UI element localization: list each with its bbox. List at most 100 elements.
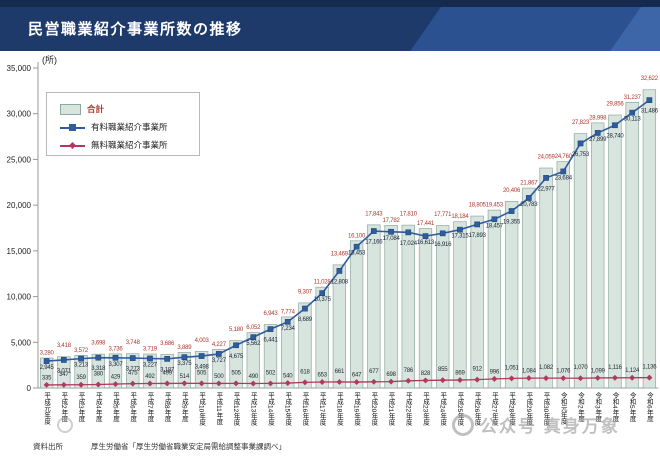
free-diamond-marker [543,375,550,382]
paid-value-label: 3,375 [177,361,192,367]
paid-square-marker [405,229,412,236]
paid-line-swatch [60,123,85,132]
total-bar [608,114,622,389]
free-value-label: 540 [283,374,293,380]
free-value-label: 1,076 [556,369,571,375]
paid-value-label: 3,498 [195,365,210,371]
paid-square-marker [164,356,171,362]
paid-square-marker [95,354,102,361]
free-value-label: 505 [197,370,207,376]
free-diamond-marker [284,380,291,387]
free-value-label: 653 [317,373,327,379]
paid-square-marker [629,109,636,116]
page-title: 民営職業紹介事業所数の推移 [28,21,243,38]
free-value-label: 505 [231,370,241,376]
watermark: 公众号 真身万象 [452,412,620,437]
total-bar [539,167,553,389]
total-bar [91,353,105,389]
free-diamond-marker-icon [68,141,77,149]
free-diamond-marker [60,381,67,388]
legend-paid-label: 有料職業紹介事業所 [91,122,168,132]
total-value-label: 24,760 [555,154,573,160]
total-bar [263,324,278,389]
free-value-label: 490 [249,374,259,380]
free-value-label: 1,099 [591,368,606,374]
total-bar [143,353,157,389]
total-value-label: 17,441 [417,221,435,227]
free-diamond-marker [456,377,463,384]
free-diamond-marker [267,380,274,387]
free-value-label: 359 [76,375,86,381]
watermark-circle-icon-left [57,417,73,433]
y-axis-unit-label: (所) [42,55,57,65]
paid-square-marker [336,268,343,274]
paid-value-label: 3,318 [91,366,106,372]
legend-item-paid: 有料職業紹介事業所 [60,118,199,136]
paid-value-label: 16,613 [417,240,435,246]
free-diamond-marker [215,380,222,387]
total-bar [367,224,381,389]
paid-square-marker [612,122,618,129]
free-value-label: 347 [59,372,69,378]
total-bar [642,89,657,389]
free-value-label: 335 [42,375,52,381]
free-value-label: 698 [386,372,396,378]
paid-square-marker [267,326,274,332]
total-bar [384,225,398,389]
legend-total-label: 合計 [87,104,105,114]
total-value-label: 13,469 [331,251,349,257]
total-value-label: 20,406 [503,188,521,194]
total-bar [556,161,570,389]
free-value-label: 475 [128,371,138,377]
total-value-label: 3,736 [108,346,123,352]
paid-square-marker [543,175,549,181]
free-value-label: 492 [145,374,155,380]
total-bar [160,353,174,389]
total-value-label: 6,943 [263,311,278,317]
paid-square-marker [388,228,394,235]
free-value-label: 1,124 [625,368,640,374]
paid-value-label: 3,227 [143,362,158,368]
total-bar [177,352,192,389]
free-value-label: 500 [214,374,224,380]
paid-value-label: 17,024 [400,241,418,247]
paid-value-label: 3,727 [212,358,227,364]
paid-square-marker [43,358,50,364]
paid-value-label: 6,441 [263,338,278,344]
paid-value-label: 30,113 [624,117,642,123]
total-bar [332,264,347,389]
paid-square-marker [560,168,567,175]
free-value-label: 1,084 [522,369,537,375]
total-bar [349,240,364,389]
total-value-label: 17,843 [365,211,383,217]
total-bar [573,133,588,389]
total-value-label: 4,003 [195,338,210,344]
total-value-label: 9,307 [298,289,313,295]
total-value-label: 3,418 [57,343,72,349]
total-bar [39,357,54,389]
watermark-text: 公众号 真身万象 [480,417,620,436]
paid-value-label: 15,453 [348,251,366,257]
source-label: 資料出所 [33,442,63,451]
paid-value-label: 5,562 [246,341,261,347]
total-value-label: 21,867 [520,181,538,187]
free-diamond-marker [422,377,429,384]
total-value-label: 24,059 [537,155,555,161]
legend-item-free: 無料職業紹介事業所 [60,136,199,154]
y-tick-label: 5,000 [11,338,32,347]
paid-line [46,99,650,362]
total-bar [212,349,226,389]
paid-square-marker [250,334,257,340]
free-value-label: 786 [404,368,414,374]
total-bar [126,353,140,389]
free-value-label: 869 [455,371,465,377]
y-tick-label: 15,000 [7,247,32,256]
total-value-label: 3,698 [91,341,106,347]
free-diamond-marker [577,375,584,382]
paid-square-marker [370,228,377,234]
y-tick-label: 25,000 [7,155,32,164]
paid-square-marker [233,342,239,349]
total-value-label: 18,805 [469,203,487,209]
free-diamond-marker [525,375,532,382]
